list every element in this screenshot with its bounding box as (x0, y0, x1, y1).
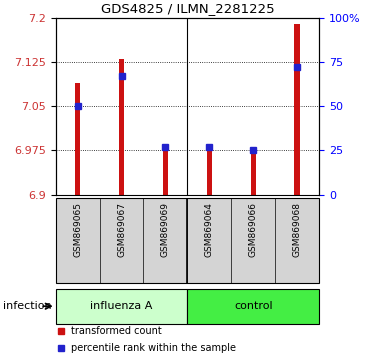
Bar (163, 150, 168, 195)
Bar (207, 149, 212, 195)
Title: GDS4825 / ILMN_2281225: GDS4825 / ILMN_2281225 (101, 2, 274, 15)
Text: percentile rank within the sample: percentile rank within the sample (72, 343, 236, 353)
Bar (187, 289, 319, 324)
Text: GSM869066: GSM869066 (249, 202, 258, 257)
Text: transformed count: transformed count (72, 326, 162, 336)
Text: GSM869064: GSM869064 (205, 202, 214, 257)
Bar (119, 59, 124, 195)
Text: control: control (234, 301, 273, 311)
Text: infection: infection (3, 301, 52, 311)
Bar (56, 289, 187, 324)
Text: influenza A: influenza A (90, 301, 153, 311)
Bar (75, 82, 80, 195)
Text: GSM869068: GSM869068 (293, 202, 302, 257)
Text: GSM869069: GSM869069 (161, 202, 170, 257)
Text: GSM869065: GSM869065 (73, 202, 82, 257)
Bar (295, 24, 300, 195)
Bar (250, 152, 256, 195)
Text: GSM869067: GSM869067 (117, 202, 126, 257)
